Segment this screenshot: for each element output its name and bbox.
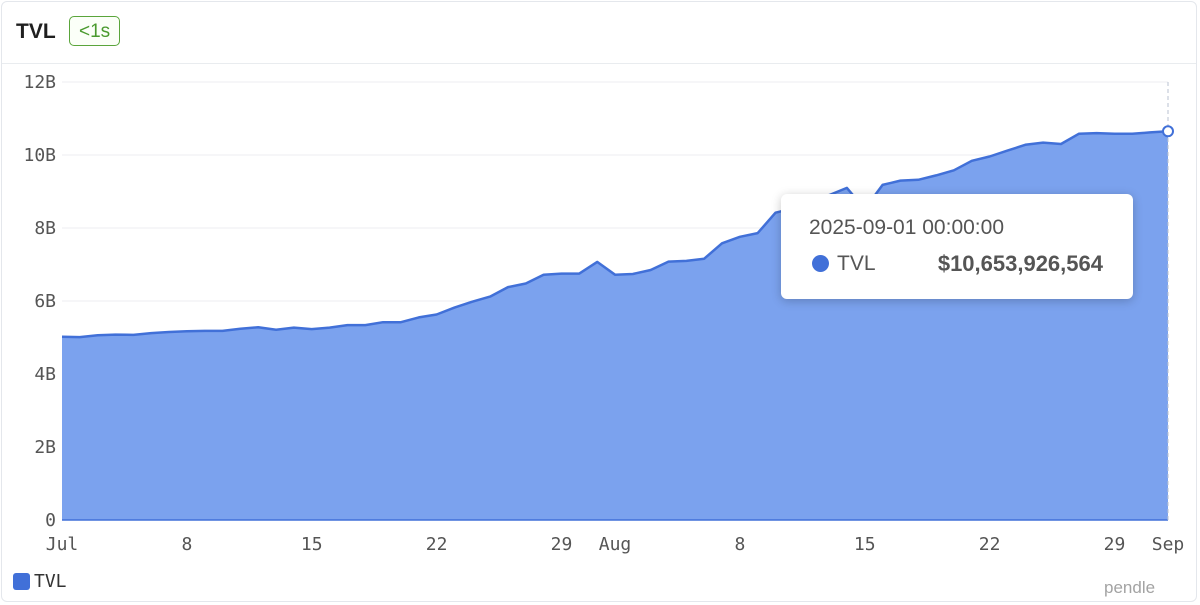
y-tick-label: 4B <box>34 364 56 385</box>
hover-point-marker[interactable] <box>1162 125 1174 138</box>
x-tick-label: 22 <box>979 534 1001 555</box>
x-tick-label: Aug <box>599 534 632 555</box>
tooltip-series-dot <box>812 255 829 272</box>
x-tick-label: 8 <box>181 534 192 555</box>
tooltip-series-name: TVL <box>837 252 876 275</box>
x-tick-label: 22 <box>426 534 448 555</box>
panel-header: TVL <1s <box>2 2 1196 64</box>
tvl-area <box>62 131 1168 521</box>
legend-label: TVL <box>34 571 67 592</box>
y-tick-label: 2B <box>34 437 56 458</box>
y-tick-label: 8B <box>34 218 56 239</box>
x-axis-labels: Jul 8 15 22 29 Aug 8 15 22 29 Sep <box>46 534 1185 555</box>
x-tick-label: Jul <box>46 534 79 555</box>
legend-swatch <box>13 573 30 590</box>
tooltip: 2025-09-01 00:00:00 TVL $10,653,926,564 <box>781 194 1133 299</box>
x-tick-label: 29 <box>1104 534 1126 555</box>
brand-watermark: pendle <box>1104 578 1156 597</box>
y-axis-labels: 0 2B 4B 6B 8B 10B 12B <box>23 72 56 531</box>
tooltip-date: 2025-09-01 00:00:00 <box>809 216 1004 239</box>
x-tick-label: 8 <box>734 534 745 555</box>
x-tick-label: 15 <box>854 534 876 555</box>
y-tick-label: 10B <box>23 145 56 166</box>
refresh-badge[interactable]: <1s <box>69 16 121 46</box>
x-tick-label: 29 <box>551 534 573 555</box>
y-tick-label: 12B <box>23 72 56 93</box>
chart-title: TVL <box>16 20 56 43</box>
tvl-line <box>61 130 1169 339</box>
x-tick-label: 15 <box>301 534 323 555</box>
y-tick-label: 0 <box>45 510 56 531</box>
y-tick-label: 6B <box>34 291 56 312</box>
tooltip-value: $10,653,926,564 <box>937 251 1103 276</box>
x-tick-label: Sep <box>1152 534 1185 555</box>
